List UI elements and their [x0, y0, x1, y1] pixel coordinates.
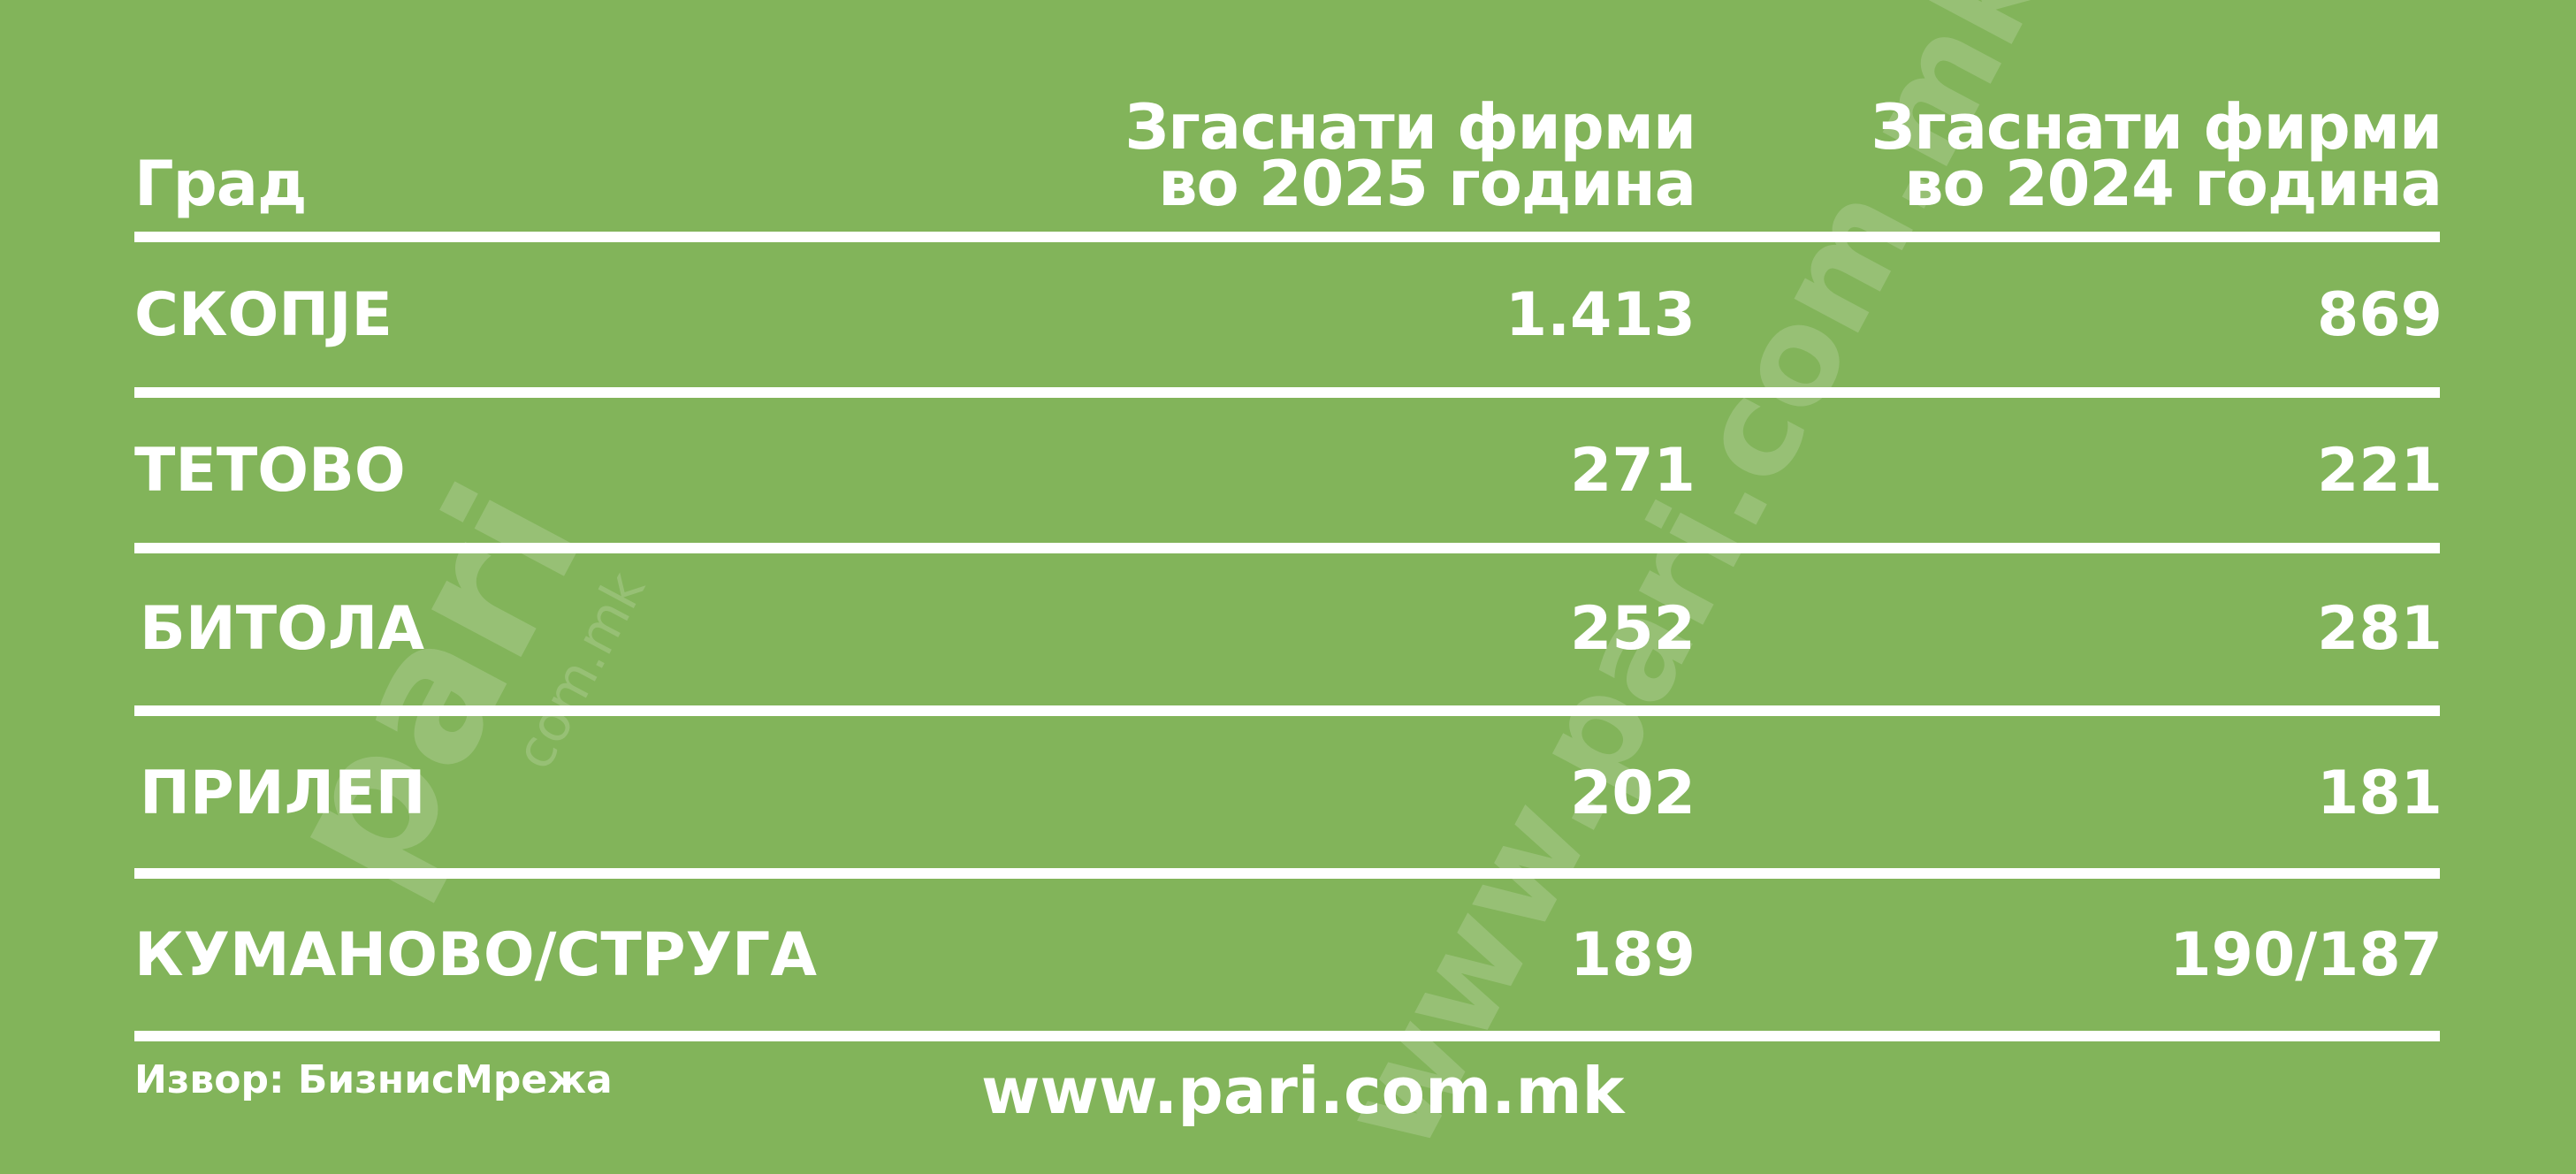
value-2025: 271 [1570, 436, 1696, 506]
divider [134, 868, 2440, 879]
site-url: www.pari.com.mk [981, 1054, 1625, 1128]
value-2024: 181 [2317, 759, 2443, 828]
value-2024: 190/187 [2169, 920, 2443, 990]
header-2024-line2: во 2024 година [1904, 148, 2443, 220]
divider [134, 543, 2440, 553]
value-2025: 189 [1570, 920, 1696, 990]
header-2024-line1: Згаснати фирми [1871, 91, 2443, 164]
city-name: СКОПЈЕ [134, 280, 392, 350]
value-2025: 252 [1570, 594, 1696, 664]
city-name: КУМАНОВО/СТРУГА [134, 920, 818, 990]
header-2025-line1: Згаснати фирми [1124, 91, 1696, 164]
value-2025: 202 [1570, 759, 1696, 828]
header-2025: Згаснати фирми во 2025 година [1124, 91, 1696, 220]
city-name: БИТОЛА [140, 594, 425, 664]
header-2024: Згаснати фирми во 2024 година [1871, 91, 2443, 220]
value-2024: 221 [2317, 436, 2443, 506]
value-2024: 869 [2317, 280, 2443, 350]
city-name: ПРИЛЕП [140, 759, 426, 828]
divider [134, 705, 2440, 716]
value-2025: 1.413 [1505, 280, 1696, 350]
header-city: Град [134, 148, 307, 220]
value-2024: 281 [2317, 594, 2443, 664]
city-name: ТЕТОВО [134, 436, 406, 506]
divider [134, 1031, 2440, 1041]
header-2025-line2: во 2025 година [1158, 148, 1696, 220]
divider [134, 232, 2440, 242]
source-note: Извор: БизнисМрежа [134, 1057, 613, 1102]
divider [134, 387, 2440, 398]
